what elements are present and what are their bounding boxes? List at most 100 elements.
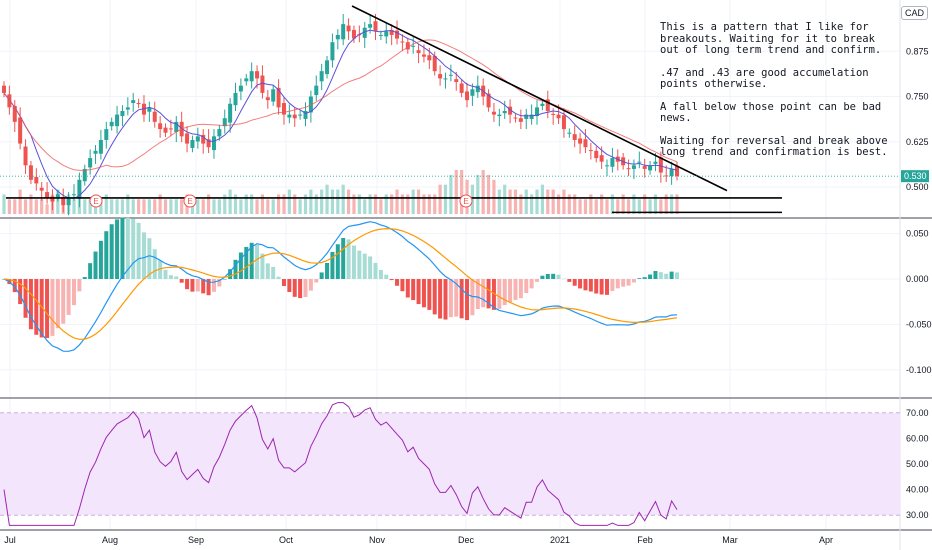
macd-histogram-bar (599, 279, 604, 295)
candle-body (217, 129, 222, 137)
candle-body (405, 42, 410, 50)
macd-histogram-bar (524, 279, 529, 293)
currency-badge[interactable]: CAD (900, 6, 928, 20)
volume-bar (616, 199, 620, 214)
macd-histogram-bar (82, 277, 87, 279)
volume-bar (556, 194, 561, 214)
volume-bar (551, 189, 555, 214)
macd-histogram-bar (330, 251, 335, 279)
volume-bar (546, 189, 550, 214)
macd-histogram-bar (669, 271, 674, 279)
macd-histogram-bar (195, 279, 200, 292)
volume-bar (497, 189, 501, 214)
macd-histogram-bar (513, 279, 518, 300)
macd-histogram-bar (104, 231, 109, 279)
volume-bar (433, 194, 437, 214)
volume-bar (589, 194, 593, 214)
candle-body (373, 21, 378, 32)
macd-histogram-bar (400, 279, 405, 292)
macd-histogram-bar (179, 279, 184, 283)
macd-tick-label: 0.050 (906, 229, 929, 239)
x-tick-label: Jul (4, 535, 16, 545)
macd-histogram-bar (93, 251, 98, 279)
macd-histogram-bar (271, 266, 276, 279)
macd-histogram-bar (136, 222, 141, 279)
candle-body (454, 79, 459, 83)
macd-histogram-bar (206, 279, 211, 296)
macd-histogram-bar (378, 270, 383, 279)
macd-histogram-bar (389, 279, 394, 281)
price-tick-label: 0.875 (906, 46, 929, 56)
volume-bar (411, 189, 415, 214)
volume-bar (13, 199, 17, 214)
volume-bar (153, 199, 157, 214)
candle-body (551, 113, 556, 115)
volume-bar (255, 199, 259, 214)
macd-histogram-bar (217, 279, 222, 287)
earnings-marker (183, 194, 197, 208)
macd-histogram-bar (535, 279, 540, 282)
volume-bar (18, 189, 22, 214)
candle-body (556, 114, 561, 119)
volume-bar (201, 199, 205, 214)
price-tick-label: 0.625 (906, 137, 929, 147)
volume-bar (23, 199, 28, 214)
volume-bar (336, 189, 340, 214)
macd-histogram-bar (174, 276, 179, 279)
candle-body (66, 197, 71, 206)
x-tick-label: Dec (458, 535, 475, 545)
price-tick-label: 0.500 (906, 182, 929, 192)
volume-bar (422, 194, 426, 214)
volume-bar (470, 184, 475, 214)
candle-body (669, 168, 674, 177)
volume-bar (271, 199, 275, 214)
volume-bar (524, 189, 528, 214)
rsi-tick-label: 60.00 (906, 433, 929, 443)
macd-histogram-bar (109, 224, 114, 279)
volume-bar (637, 199, 641, 214)
candle-body (545, 99, 550, 111)
volume-bar (670, 194, 674, 214)
macd-histogram-bar (141, 232, 146, 279)
candle-body (93, 150, 98, 154)
macd-histogram-bar (594, 279, 599, 294)
volume-bar (400, 194, 405, 214)
candle-body (233, 92, 238, 106)
candle-body (384, 31, 389, 37)
volume-bar (34, 199, 38, 214)
signal-line (3, 227, 678, 340)
volume-bar (508, 189, 512, 214)
volume-bar (120, 199, 125, 214)
volume-bar (88, 199, 92, 214)
candle-body (12, 105, 17, 122)
macd-histogram-bar (260, 253, 265, 279)
macd-histogram-bar (551, 273, 556, 279)
macd-pane (2, 217, 679, 352)
candle-body (438, 74, 443, 79)
macd-histogram-bar (615, 279, 620, 289)
macd-histogram-bar (120, 217, 125, 279)
candle-body (190, 139, 195, 148)
volume-bar (610, 194, 614, 214)
volume-bar (29, 194, 33, 214)
candle-body (158, 123, 163, 130)
candle-body (486, 93, 491, 108)
volume-bar (621, 194, 625, 214)
macd-histogram-bar (28, 279, 33, 330)
volume-bar (276, 194, 281, 214)
candle-body (77, 179, 82, 199)
candle-body (222, 118, 227, 127)
volume-bar (363, 199, 367, 214)
candle-body (637, 161, 642, 163)
earnings-marker-label: E (187, 197, 192, 206)
volume-bar (643, 194, 647, 214)
candle-body (535, 107, 540, 117)
axes: Jul Aug Sep Oct Nov Dec 2021 Feb Mar Apr 0.875 0.75… (4, 46, 931, 545)
macd-histogram-bar (314, 279, 319, 283)
candle-body (276, 87, 281, 108)
annotation-text: This is a pattern that I like for breako… (660, 21, 890, 170)
macd-histogram-bar (432, 279, 437, 315)
macd-histogram-bar (454, 279, 459, 317)
macd-histogram-bar (23, 279, 28, 318)
